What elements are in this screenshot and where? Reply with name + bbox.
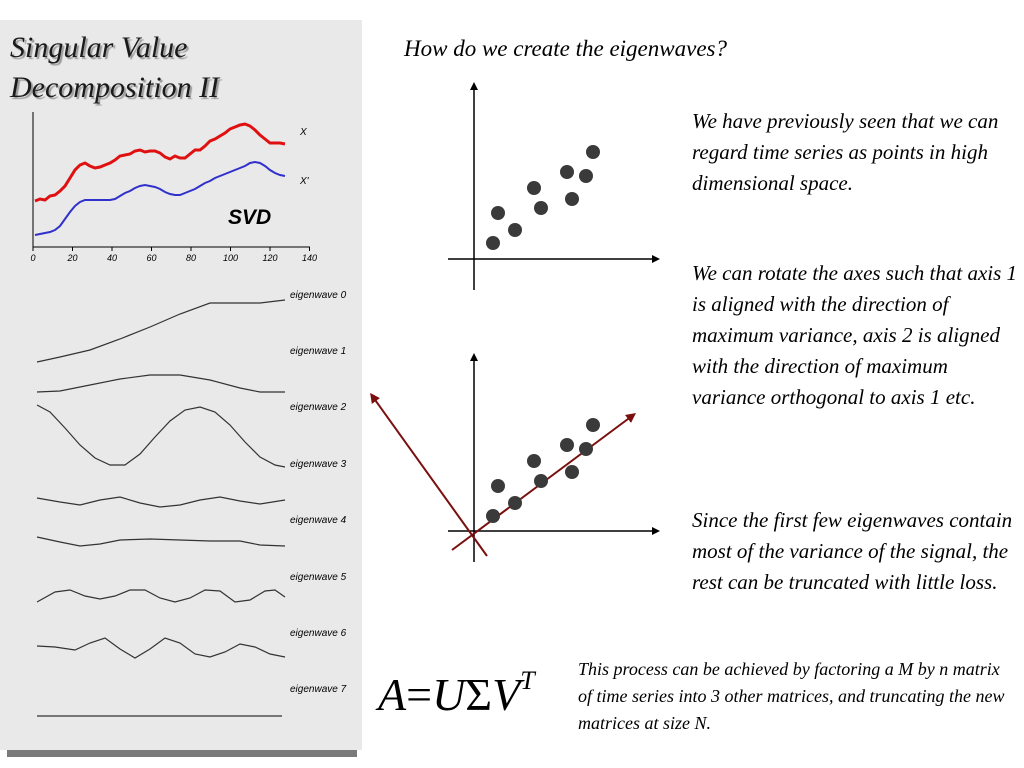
series-x-label: X [299, 127, 307, 138]
eigenwave-2-label: eigenwave 2 [290, 402, 347, 413]
eigenwave-7-label: eigenwave 7 [290, 684, 347, 695]
svd-x-tick-label: 120 [262, 253, 277, 263]
svd-x-tick-label: 80 [186, 253, 196, 263]
top-scatter-point [560, 165, 574, 179]
eigenwave-5-label: eigenwave 5 [290, 572, 347, 583]
left-panel [0, 20, 362, 750]
eigenwave-5-curve [36, 589, 286, 603]
svd-formula: A=UΣVT [378, 666, 535, 721]
rotated-axis-2 [370, 392, 488, 557]
eigenwave-3-curve [36, 496, 286, 508]
top-scatter-point [579, 169, 593, 183]
bottom-scatter-plot [370, 353, 660, 562]
svd-x-tick-label: 60 [146, 253, 156, 263]
formula-transpose: T [520, 666, 535, 695]
bottom-scatter-point [586, 418, 600, 432]
eigenwave-1-curve [36, 374, 285, 393]
bottom-scatter-point [560, 438, 574, 452]
slide-title: Singular Value Decomposition II [10, 28, 219, 108]
caption-text: This process can be achieved by factorin… [578, 659, 1005, 733]
bottom-scatter-point [579, 442, 593, 456]
formula-equals: = [406, 669, 433, 720]
top-scatter-point [527, 181, 541, 195]
paragraph-time-series-space: We have previously seen that we can rega… [692, 109, 999, 195]
bottom-scatter-point [534, 474, 548, 488]
bottom-scatter-point [565, 465, 579, 479]
slide-title-line1: Singular Value [10, 31, 188, 64]
svd-x-ticks: 0 20 40 60 80 100 120 140 [30, 247, 317, 263]
eigenwave-3-label: eigenwave 3 [290, 459, 347, 470]
bottom-scatter-point [491, 479, 505, 493]
top-scatter-plot [448, 82, 660, 290]
eigenwave-6-curve [36, 637, 286, 659]
eigenwave-4-label: eigenwave 4 [290, 515, 347, 526]
bottom-scatter-point [486, 509, 500, 523]
top-scatter-point [565, 192, 579, 206]
series-x-line [34, 122, 286, 203]
top-scatter-point [508, 223, 522, 237]
svd-eigenwave-figure: 0 20 40 60 80 100 120 140 X X' SVD eigenwave 0 … [30, 112, 347, 717]
eigenwave-2-curve [36, 404, 286, 468]
svd-x-tick-label: 20 [66, 253, 77, 263]
series-x-prime-line [34, 160, 286, 236]
bottom-points [486, 418, 600, 523]
bottom-scatter-point [508, 496, 522, 510]
svd-x-tick-label: 140 [302, 253, 317, 263]
svd-label: SVD [228, 206, 271, 229]
question-heading: How do we create the eigenwaves? [404, 36, 727, 61]
eigenwave-0-label: eigenwave 0 [290, 290, 347, 301]
top-scatter-point [486, 236, 500, 250]
bottom-scatter-point [527, 454, 541, 468]
svd-x-tick-label: 100 [223, 253, 238, 263]
formula-v: V [492, 669, 521, 720]
eigenwave-4-curve [36, 536, 286, 547]
top-points [486, 145, 600, 250]
top-scatter-point [534, 201, 548, 215]
paragraph-truncate: Since the first few eigenwaves contain m… [692, 508, 1013, 594]
formula-u: U [432, 669, 466, 720]
svd-x-tick-label: 0 [30, 253, 35, 263]
slide-title-line2: Decomposition II [10, 71, 220, 104]
eigenwave-0-curve [36, 299, 286, 363]
svd-x-tick-label: 40 [107, 253, 117, 263]
eigenwave-1-label: eigenwave 1 [290, 346, 346, 357]
formula-sigma: Σ [465, 669, 493, 720]
top-scatter-point [586, 145, 600, 159]
eigenwave-6-label: eigenwave 6 [290, 628, 347, 639]
formula-a: A [378, 669, 407, 720]
paragraph-rotate-axes: We can rotate the axes such that axis 1 … [692, 261, 1018, 409]
series-x-prime-label: X' [299, 176, 310, 187]
top-scatter-point [491, 206, 505, 220]
